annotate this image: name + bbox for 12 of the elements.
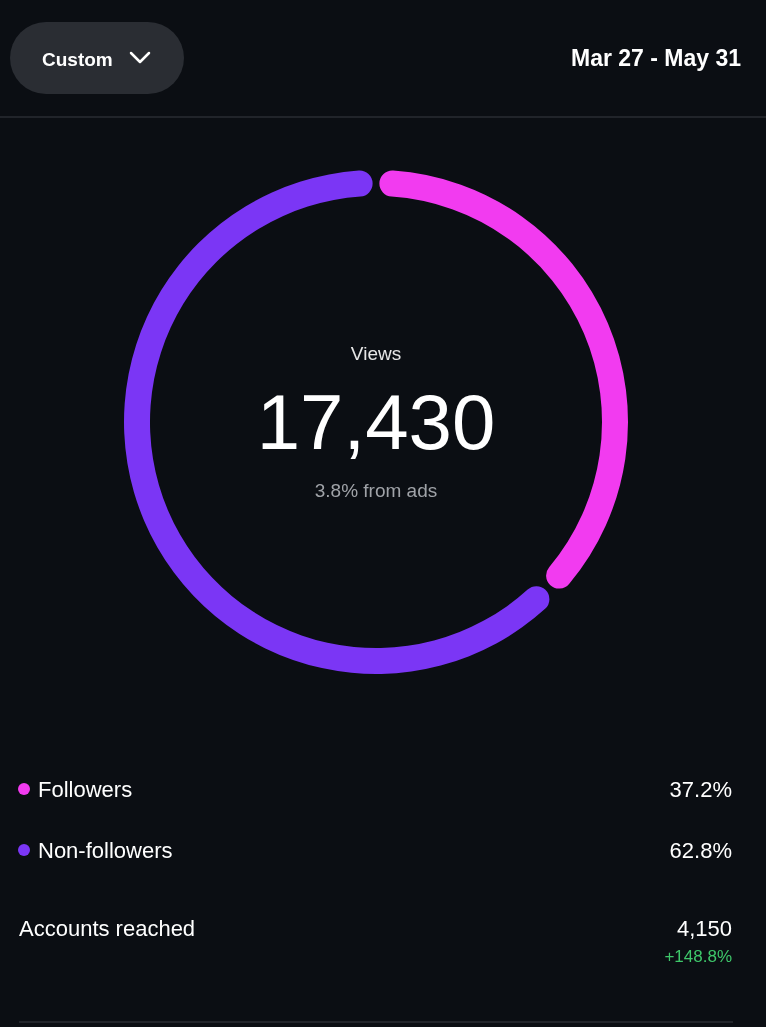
- text: Mar 27 - May 31: [570, 45, 742, 71]
- data-label: 62.8%: [669, 838, 732, 863]
- text: +148.8%: [664, 947, 732, 966]
- legend-label: Non-followers: [38, 838, 173, 863]
- text: 4,150: [676, 916, 732, 941]
- text: 17,430: [256, 378, 496, 466]
- text: 3.8% from ads: [314, 480, 438, 501]
- legend-label: Followers: [38, 777, 133, 802]
- data-label: 37.2%: [669, 777, 732, 802]
- text: Custom: [42, 49, 113, 70]
- text: Views: [350, 343, 402, 364]
- text: Accounts reached: [19, 916, 196, 941]
